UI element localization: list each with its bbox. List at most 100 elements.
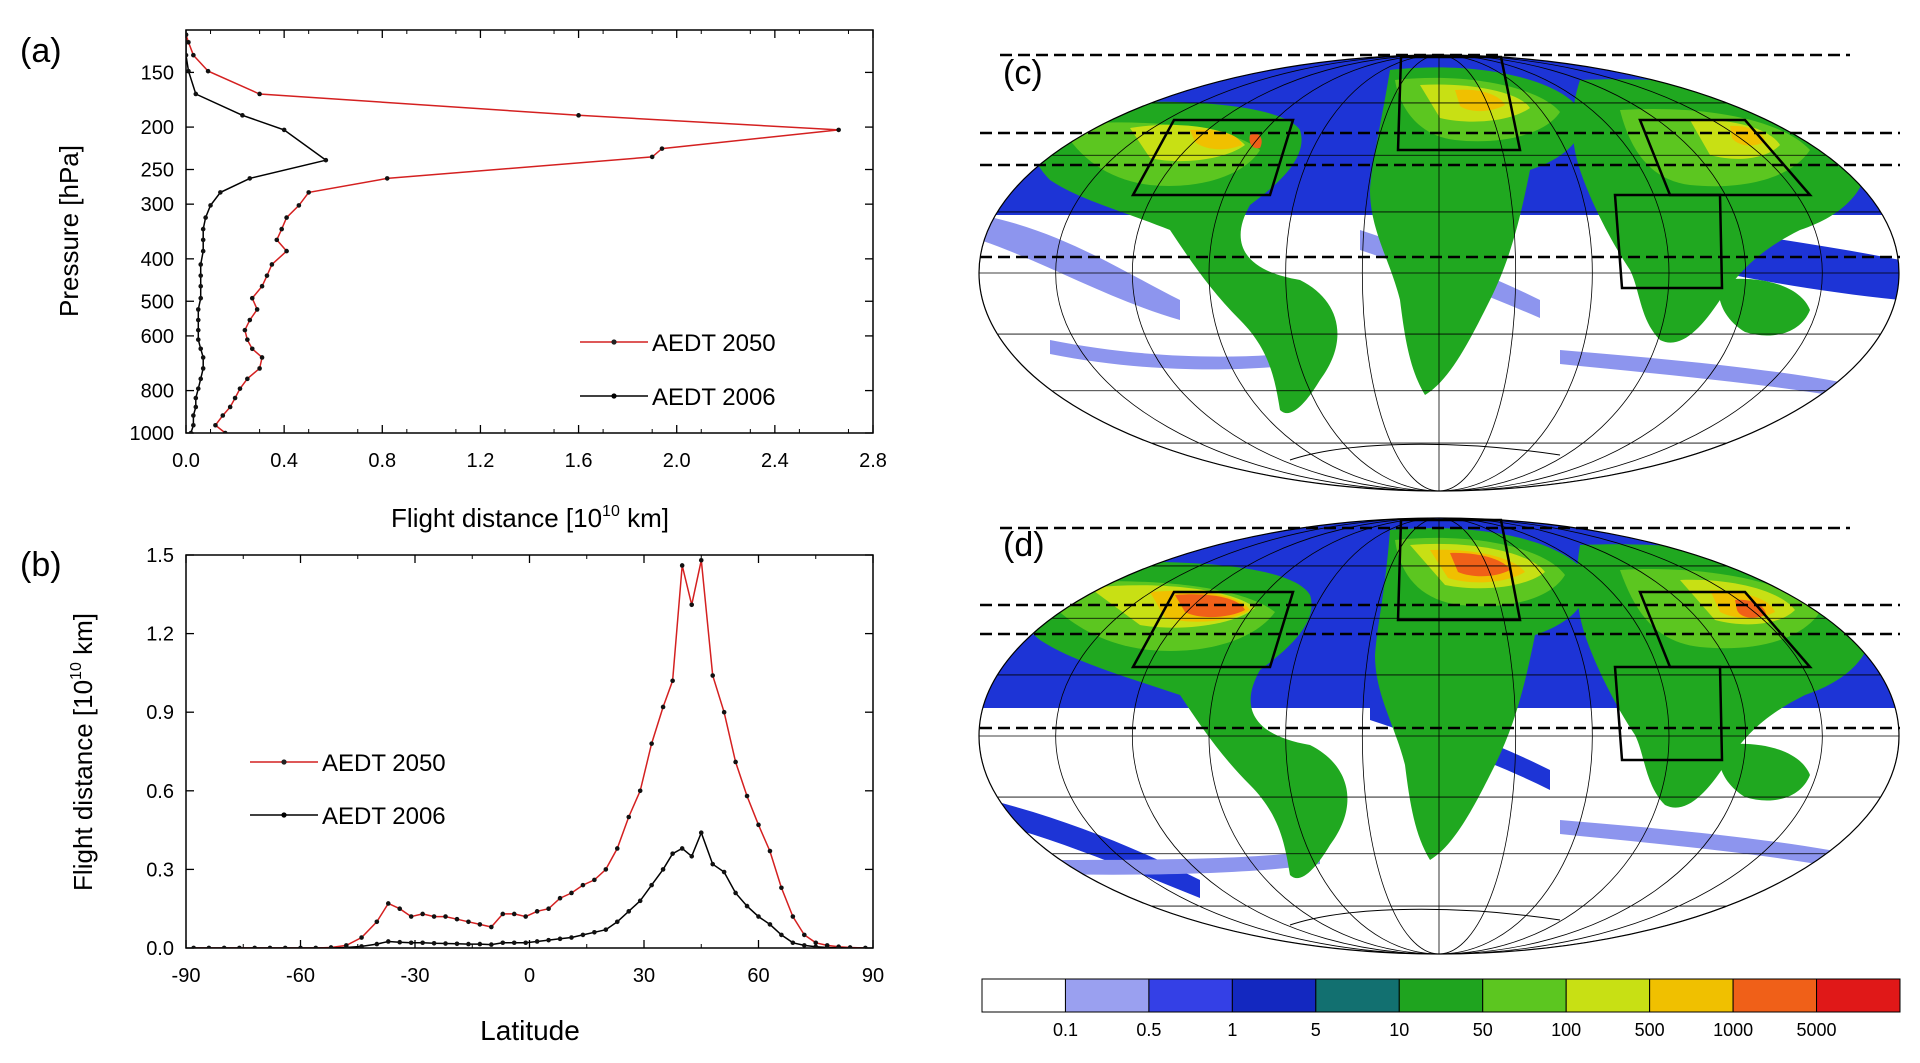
panel-a-point	[195, 337, 201, 342]
panel-b-x-tick-label: -90	[172, 965, 201, 987]
panel-b-y-tick-label: 0.9	[146, 702, 174, 724]
panel-b-x-axis-label: Latitude	[480, 1015, 580, 1046]
panel-a-point	[240, 113, 245, 118]
panel-b-point	[569, 890, 574, 896]
panel-a-point	[191, 413, 196, 418]
panel-a-point	[195, 327, 201, 333]
panel-a-y-tick-label: 500	[141, 291, 174, 313]
panel-b-point	[397, 939, 403, 945]
panel-a-point	[195, 317, 201, 323]
panel-b-point	[267, 945, 273, 948]
panel-b-point	[790, 914, 796, 919]
panel-b-y-axis-label: Flight distance [1010 km]	[68, 613, 98, 891]
colorbar-swatch	[1482, 978, 1567, 1013]
panel-b-point	[603, 927, 609, 932]
panel-b-series	[191, 557, 868, 948]
panel-b-point	[489, 942, 494, 947]
panel-a-point	[193, 91, 199, 97]
panel-a-x-tick-label: 0.4	[270, 450, 298, 472]
panel-b-point	[637, 788, 643, 794]
panel-b-point	[546, 937, 551, 943]
panel-b-point	[385, 939, 391, 944]
panel-a-label: (a)	[20, 32, 62, 70]
panel-b-point	[721, 709, 727, 715]
panel-b-series-line-0	[193, 560, 866, 948]
panel-d-map-outline	[978, 517, 1900, 955]
panel-a-point	[281, 127, 287, 133]
panel-b-legend: AEDT 2050 AEDT 2006	[250, 750, 446, 830]
panel-b-point	[221, 945, 227, 948]
panel-b-point	[721, 869, 727, 875]
colorbar-swatch	[1816, 978, 1901, 1013]
panel-b-point	[466, 941, 471, 947]
panel-b-point	[523, 914, 528, 919]
panel-b-series-line-1	[193, 830, 866, 948]
panel-a-x-tick-label: 2.0	[663, 450, 691, 472]
panel-a-point	[200, 237, 206, 243]
panel-b-point	[500, 911, 506, 917]
panel-b-point	[511, 940, 517, 946]
panel-a-point	[213, 422, 218, 428]
panel-b-point	[733, 890, 738, 896]
colorbar-swatch	[1231, 978, 1317, 1013]
panel-b-point	[557, 895, 563, 901]
panel-b-point	[328, 945, 334, 948]
panel-b-x-tick-label: 0	[524, 965, 535, 987]
panel-a-point	[274, 237, 280, 243]
panel-b-point	[534, 909, 540, 914]
panel-a-y-tick-label: 250	[141, 160, 174, 182]
panel-b-legend-2006: AEDT 2006	[322, 803, 446, 830]
panel-a-point	[198, 346, 204, 352]
panel-a-point	[279, 226, 284, 232]
panel-b-point	[790, 940, 796, 946]
panel-c-label: (c)	[1003, 54, 1043, 92]
panel-b-point	[500, 940, 506, 946]
panel-a-series-line-1	[186, 34, 328, 433]
panel-c-map: (c)	[978, 53, 1900, 492]
panel-a-point	[296, 203, 302, 208]
panel-a-point	[259, 283, 265, 289]
panel-b-x-tick-label: -60	[286, 965, 315, 987]
panel-a-plot-frame	[185, 29, 874, 434]
panel-b-point	[313, 945, 319, 948]
panel-b-point	[649, 741, 654, 746]
panel-a-point	[237, 386, 243, 391]
colorbar-swatch	[1398, 978, 1484, 1013]
colorbar-label: 500	[1635, 1020, 1665, 1040]
panel-b-point	[767, 922, 773, 927]
panel-a-point	[222, 430, 228, 433]
panel-b-point	[477, 922, 483, 927]
panel-d-label: (d)	[1003, 526, 1045, 564]
panel-b-point	[592, 877, 597, 883]
panel-b-point	[282, 945, 288, 948]
panel-b-point	[534, 939, 540, 944]
panel-a-point	[186, 39, 189, 45]
panel-b-point	[863, 945, 868, 948]
panel-a-point	[249, 295, 255, 301]
panel-b-point	[385, 901, 391, 906]
panel-a-point	[220, 413, 226, 418]
panel-b-point	[466, 919, 471, 925]
panel-a-point	[247, 176, 253, 181]
panel-a-profile-chart: (a) 0.0 0.4 0.8 1.2 1.6 2.0 2.4 2.8 150 200 250 300…	[20, 29, 887, 533]
panel-a-point	[191, 52, 196, 58]
panel-b-y-tick-label: 0.6	[146, 781, 174, 803]
panel-b-x-tick-label: 90	[862, 965, 884, 987]
panel-b-point	[779, 932, 784, 938]
panel-b-point	[733, 759, 738, 765]
panel-a-x-tick-label: 1.2	[467, 450, 495, 472]
panel-b-point	[477, 941, 483, 947]
panel-b-point	[511, 911, 517, 917]
panel-b-point	[802, 943, 807, 948]
panel-a-point	[245, 376, 250, 382]
panel-b-point	[431, 940, 437, 946]
panel-b-point	[847, 945, 853, 948]
panel-a-point	[188, 430, 194, 433]
panel-a-point	[249, 346, 255, 352]
panel-b-point	[744, 903, 750, 909]
panel-a-point	[384, 176, 390, 181]
panel-b-point	[689, 602, 695, 608]
panel-b-point	[298, 945, 303, 948]
panel-a-point	[186, 32, 189, 37]
panel-a-series-line-0	[186, 34, 839, 433]
